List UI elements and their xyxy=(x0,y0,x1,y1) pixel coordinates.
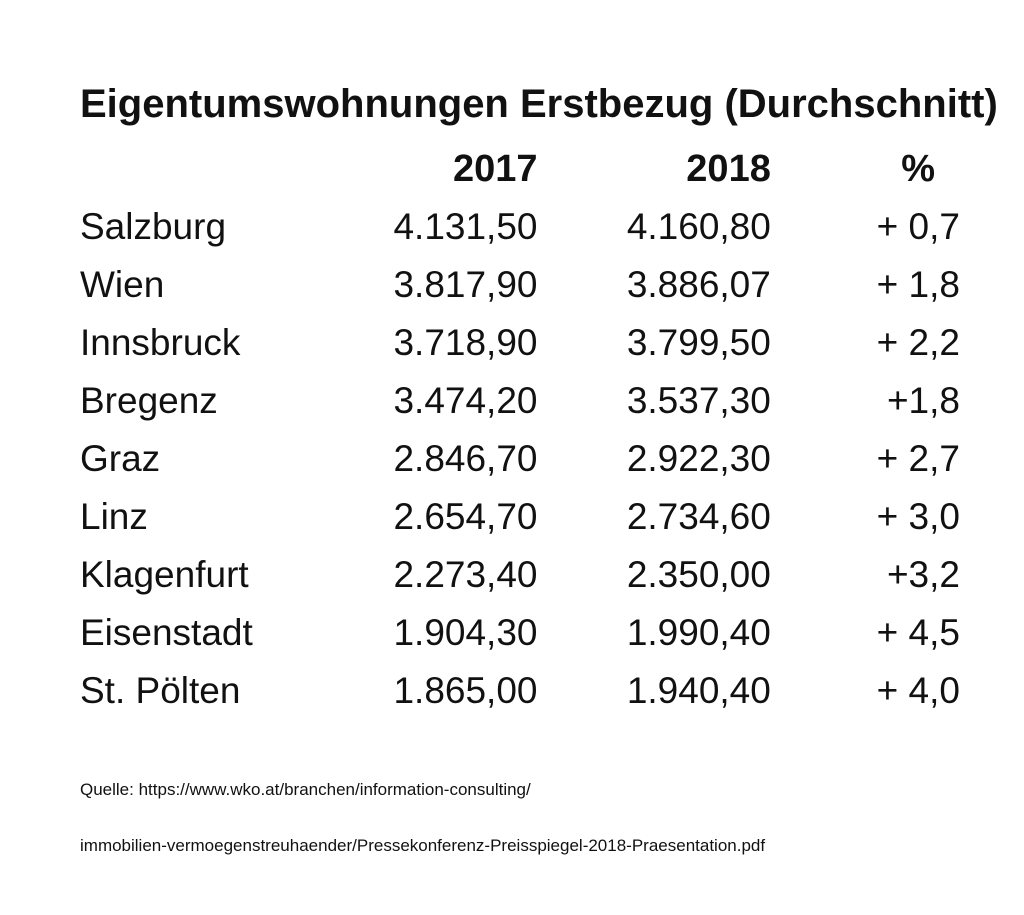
value-2017-cell: 3.817,90 xyxy=(393,264,538,305)
header-percent: % xyxy=(901,147,935,190)
value-2018-cell: 2.350,00 xyxy=(626,554,771,595)
city-cell: Innsbruck xyxy=(80,322,241,363)
price-table: 2017 2018 % Salzburg 4.131,50 4.160,80 +… xyxy=(80,140,960,720)
city-cell: Salzburg xyxy=(80,206,227,247)
value-2017-cell: 4.131,50 xyxy=(393,206,538,247)
value-2017-cell: 3.474,20 xyxy=(393,380,538,421)
value-2017-cell: 3.718,90 xyxy=(393,322,538,363)
percent-cell: + 4,0 xyxy=(876,670,960,711)
value-2017-cell: 2.273,40 xyxy=(393,554,538,595)
table-row: Innsbruck 3.718,90 3.799,50 + 2,2 xyxy=(80,314,960,372)
table-row: Salzburg 4.131,50 4.160,80 + 0,7 xyxy=(80,198,960,256)
percent-cell: + 3,0 xyxy=(876,496,960,537)
value-2018-cell: 2.734,60 xyxy=(626,496,771,537)
source-line-2: immobilien-vermoegenstreuhaender/Pressek… xyxy=(80,836,766,855)
percent-cell: + 4,5 xyxy=(876,612,960,653)
table-row: Wien 3.817,90 3.886,07 + 1,8 xyxy=(80,256,960,314)
percent-cell: +1,8 xyxy=(886,380,960,421)
value-2018-cell: 3.886,07 xyxy=(626,264,771,305)
table-row: Graz 2.846,70 2.922,30 + 2,7 xyxy=(80,430,960,488)
table-row: Eisenstadt 1.904,30 1.990,40 + 4,5 xyxy=(80,604,960,662)
city-cell: Eisenstadt xyxy=(80,612,253,653)
city-cell: Bregenz xyxy=(80,380,218,421)
value-2017-cell: 2.654,70 xyxy=(393,496,538,537)
table-title: Eigentumswohnungen Erstbezug (Durchschni… xyxy=(80,82,998,126)
value-2018-cell: 4.160,80 xyxy=(626,206,771,247)
header-2018: 2018 xyxy=(686,147,771,190)
table-header-row: 2017 2018 % xyxy=(80,140,960,198)
city-cell: St. Pölten xyxy=(80,670,241,711)
value-2018-cell: 3.799,50 xyxy=(626,322,771,363)
value-2017-cell: 1.865,00 xyxy=(393,670,538,711)
percent-cell: + 1,8 xyxy=(876,264,960,305)
city-cell: Graz xyxy=(80,438,161,479)
city-cell: Linz xyxy=(80,496,148,537)
percent-cell: + 2,2 xyxy=(876,322,960,363)
city-cell: Klagenfurt xyxy=(80,554,249,595)
table-row: Klagenfurt 2.273,40 2.350,00 +3,2 xyxy=(80,546,960,604)
value-2018-cell: 3.537,30 xyxy=(626,380,771,421)
value-2018-cell: 1.990,40 xyxy=(626,612,771,653)
value-2017-cell: 1.904,30 xyxy=(393,612,538,653)
header-2017: 2017 xyxy=(452,147,538,190)
header-city xyxy=(80,140,371,198)
value-2017-cell: 2.846,70 xyxy=(393,438,538,479)
table-row: Bregenz 3.474,20 3.537,30 +1,8 xyxy=(80,372,960,430)
value-2018-cell: 1.940,40 xyxy=(626,670,771,711)
value-2018-cell: 2.922,30 xyxy=(626,438,771,479)
city-cell: Wien xyxy=(80,264,165,305)
percent-cell: +3,2 xyxy=(886,554,960,595)
table-row: Linz 2.654,70 2.734,60 + 3,0 xyxy=(80,488,960,546)
percent-cell: + 0,7 xyxy=(876,206,960,247)
source-line-1: Quelle: https://www.wko.at/branchen/info… xyxy=(80,780,531,799)
table-row: St. Pölten 1.865,00 1.940,40 + 4,0 xyxy=(80,662,960,720)
percent-cell: + 2,7 xyxy=(876,438,960,479)
